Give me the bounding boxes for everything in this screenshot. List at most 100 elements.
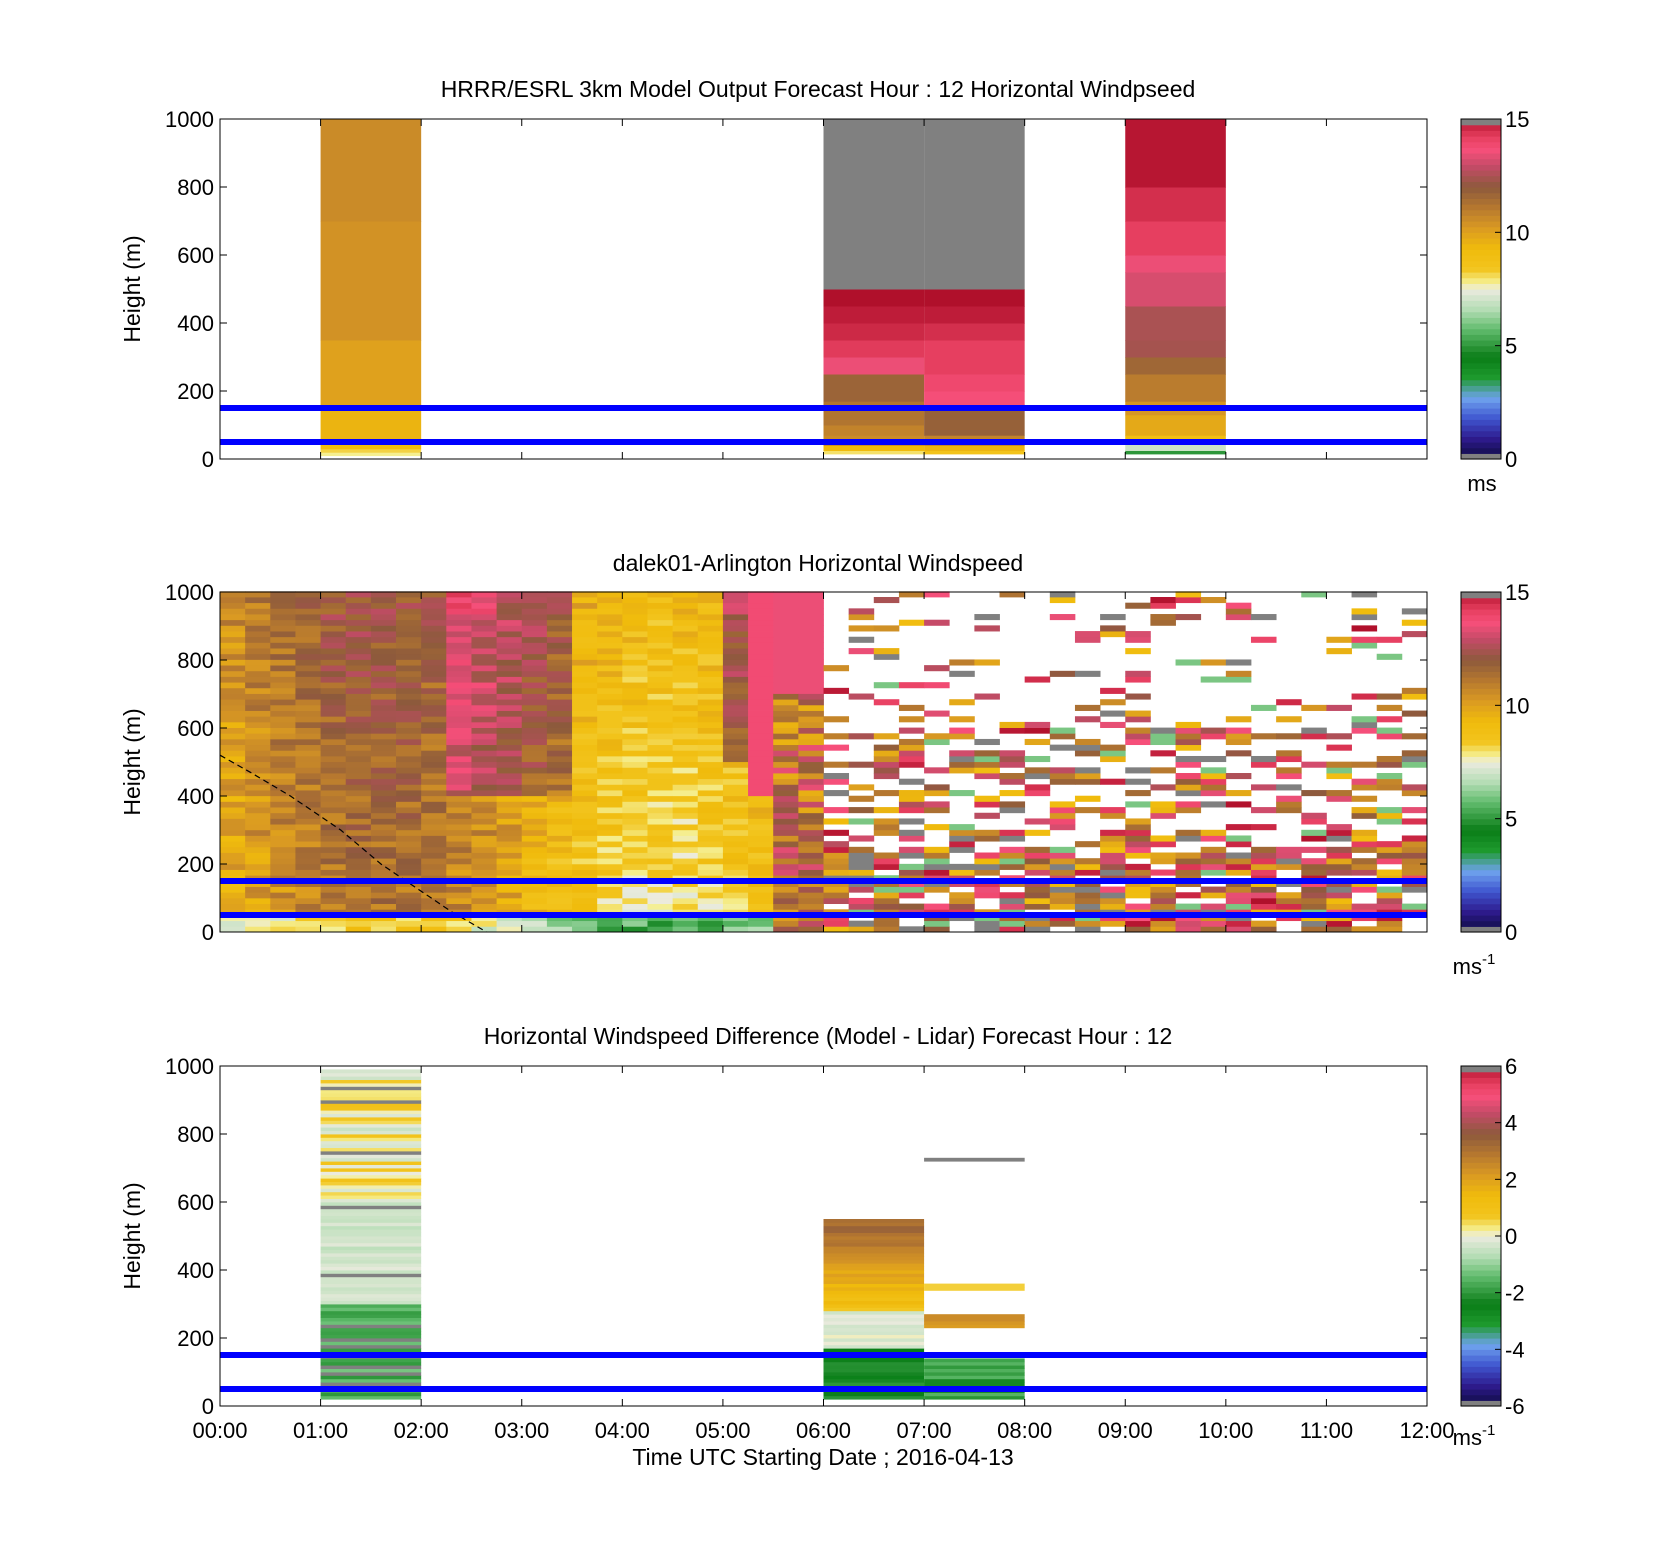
lidar-cell (471, 784, 498, 791)
lidar-cell (572, 914, 598, 922)
panel-difference-reference-lines (220, 1352, 1427, 1392)
lidar-cell (546, 897, 573, 905)
lidar-cell (773, 920, 799, 927)
lidar-cell (446, 631, 472, 638)
lidar-cell (823, 892, 850, 899)
lidar-cell (1326, 829, 1352, 836)
lidar-cell (496, 699, 523, 706)
lidar-cell (370, 636, 397, 643)
lidar-cell (270, 659, 296, 666)
lidar-cell (1225, 614, 1252, 621)
lidar-cell (622, 784, 648, 791)
difference-cell (823, 1246, 925, 1250)
lidar-cell (421, 835, 447, 842)
lidar-cell (270, 750, 296, 757)
lidar-cell (546, 625, 573, 632)
lidar-cell (622, 631, 648, 638)
lidar-cell (471, 676, 498, 683)
lidar-cell (496, 892, 523, 899)
lidar-cell (999, 790, 1026, 797)
colorbar-segment (1461, 898, 1501, 905)
colorbar-segment (1461, 136, 1501, 143)
lidar-cell (345, 665, 372, 672)
lidar-cell (773, 636, 799, 643)
lidar-cell (748, 596, 774, 604)
lidar-cell (320, 858, 347, 865)
lidar-cell (773, 744, 799, 751)
difference-cell (320, 1178, 422, 1182)
lidar-cell (999, 852, 1026, 859)
lidar-cell (1175, 596, 1202, 604)
lidar-cell (446, 665, 472, 672)
lidar-cell (597, 648, 623, 655)
lidar-cell (245, 824, 271, 831)
colorbar-segment (1461, 915, 1501, 922)
panel-model-reference-lines (220, 405, 1427, 445)
lidar-cell (1326, 897, 1352, 905)
lidar-cell (546, 636, 573, 643)
model-cell (924, 306, 1025, 324)
lidar-cell (672, 670, 699, 677)
lidar-cell (345, 773, 372, 780)
lidar-cell (421, 727, 447, 734)
lidar-cell (320, 648, 347, 655)
colorbar-segment (1461, 1196, 1501, 1203)
colorbar-segment (1461, 1298, 1501, 1305)
lidar-cell (647, 869, 674, 876)
lidar-cell (572, 824, 598, 831)
lidar-cell (496, 755, 523, 763)
difference-cell (320, 1191, 422, 1196)
lidar-cell (1276, 858, 1302, 865)
lidar-cell (446, 591, 472, 598)
lidar-cell (270, 812, 296, 819)
difference-cell (320, 1069, 422, 1074)
lidar-cell (546, 733, 573, 740)
lidar-cell (622, 665, 648, 672)
lidar-cell (1150, 727, 1176, 734)
colorbar-segment (1461, 1360, 1501, 1367)
lidar-cell (320, 920, 347, 927)
lidar-cell (898, 682, 925, 689)
lidar-cell (370, 682, 397, 689)
lidar-cell (496, 761, 523, 768)
difference-cell (320, 1344, 422, 1349)
lidar-cell (773, 886, 799, 893)
lidar-cell (722, 824, 749, 831)
lidar-cell (672, 784, 699, 791)
colorbar-segment (1461, 238, 1501, 245)
lidar-cell (672, 631, 699, 638)
lidar-cell (898, 755, 925, 763)
difference-cell (924, 1375, 1025, 1380)
difference-cell (320, 1266, 422, 1271)
lidar-cell (823, 886, 850, 893)
lidar-cell (1049, 596, 1076, 604)
model-cell (924, 323, 1025, 341)
difference-cell (823, 1242, 925, 1247)
lidar-cell (1326, 858, 1352, 865)
lidar-cell (396, 869, 422, 876)
lidar-cell (773, 778, 799, 785)
panel-lidar-x-ticks (219, 592, 1428, 932)
lidar-cell (622, 795, 648, 802)
lidar-cell (798, 835, 824, 842)
lidar-cell (320, 886, 347, 893)
lidar-cell (320, 846, 347, 853)
lidar-cell (546, 829, 573, 836)
model-cell (823, 445, 925, 451)
lidar-cell (421, 903, 447, 910)
difference-cell (320, 1100, 422, 1104)
lidar-cell (546, 818, 573, 825)
lidar-cell (245, 914, 271, 922)
lidar-cell (748, 852, 774, 859)
lidar-cell (521, 869, 548, 876)
colorbar-segment (1461, 283, 1501, 290)
lidar-cell (597, 807, 623, 814)
lidar-cell (672, 596, 699, 604)
lidar-cell (1250, 761, 1277, 768)
lidar-cell (622, 676, 648, 683)
colorbar-frame (1460, 118, 1502, 460)
colorbar-segment (1461, 1389, 1501, 1396)
lidar-cell (1150, 602, 1176, 609)
lidar-cell (295, 824, 321, 831)
lidar-cell (1024, 818, 1051, 825)
